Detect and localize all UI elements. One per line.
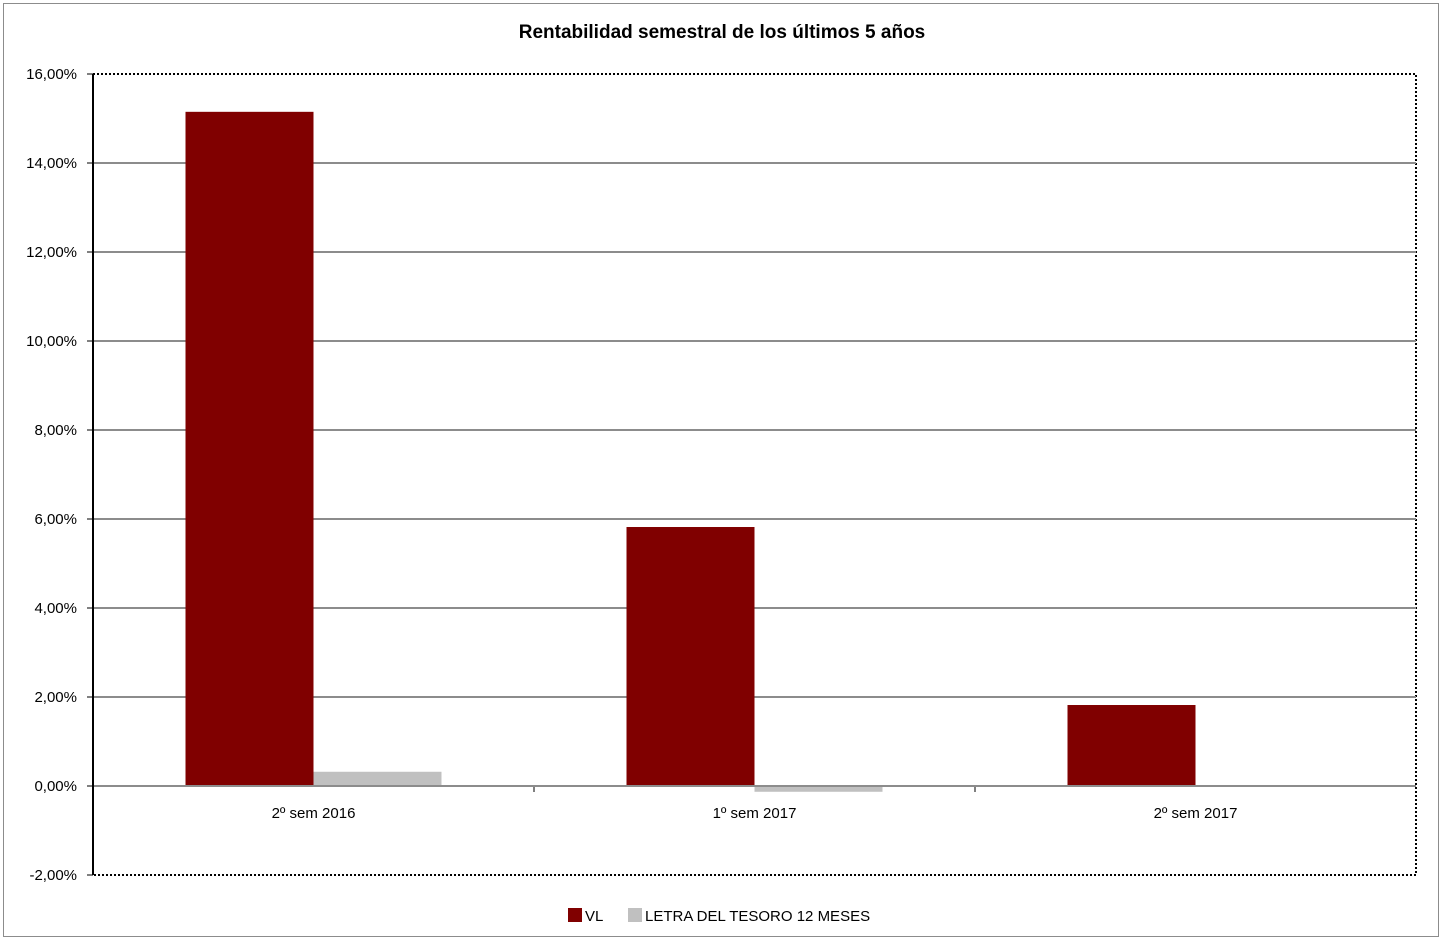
bar-vl-1 — [185, 111, 314, 786]
bar-vl-2 — [626, 527, 755, 786]
y-tick-label: 6,00% — [34, 511, 77, 528]
y-tick-label: 10,00% — [26, 333, 77, 350]
chart-title: Rentabilidad semestral de los últimos 5 … — [518, 22, 926, 43]
bar-letra-del-tesoro-12-meses-2 — [754, 786, 883, 792]
legend-label: VL — [585, 908, 603, 925]
y-tick-label: -2,00% — [29, 867, 77, 884]
legend: VL LETRA DEL TESORO 12 MESES — [568, 908, 870, 925]
y-tick-label: 4,00% — [34, 600, 77, 617]
y-tick-label: 14,00% — [26, 155, 77, 172]
x-tick-label: 2º sem 2016 — [272, 805, 356, 822]
y-tick-label: 8,00% — [34, 422, 77, 439]
y-tick-label: 16,00% — [26, 66, 77, 83]
legend-label: LETRA DEL TESORO 12 MESES — [645, 908, 870, 925]
legend-swatch — [568, 908, 582, 922]
x-tick-label: 1º sem 2017 — [713, 805, 797, 822]
y-tick-label: 0,00% — [34, 778, 77, 795]
x-tick-label: 2º sem 2017 — [1154, 805, 1238, 822]
bar-vl-3 — [1067, 705, 1196, 786]
legend-swatch — [628, 908, 642, 922]
bars — [185, 111, 1196, 792]
plot-area — [92, 73, 1417, 876]
y-tick-label: 12,00% — [26, 244, 77, 261]
bar-letra-del-tesoro-12-meses-1 — [313, 771, 442, 786]
y-tick-label: 2,00% — [34, 689, 77, 706]
axes: -2,00% 0,00% 2,00% 4,00% 6,00% 8,00% 10,00% 12,… — [26, 66, 1416, 884]
